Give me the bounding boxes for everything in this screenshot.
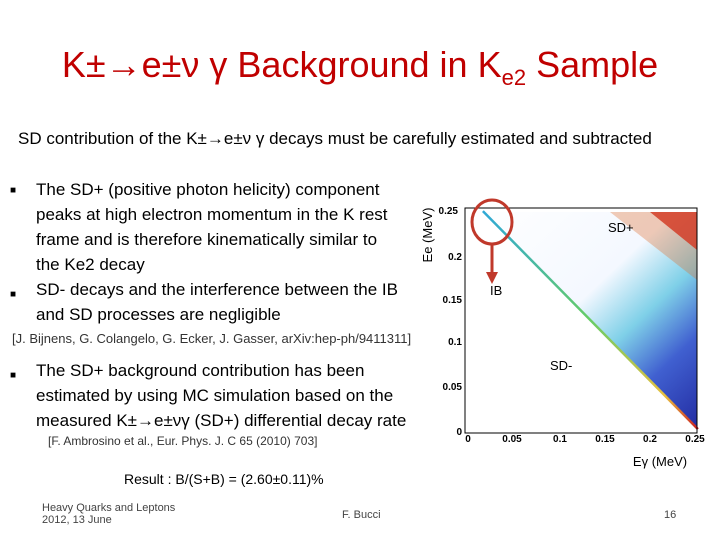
title-sub: e2 [501, 65, 527, 91]
x-tick-label-0.1: 0.1 [553, 434, 567, 445]
footer-author: F. Bucci [342, 509, 381, 521]
y-tick-label-0.1: 0.1 [448, 337, 462, 348]
bullet-2-line2: and SD processes are negligible [36, 305, 281, 324]
reference-ambrosino: [F. Ambrosino et al., Eur. Phys. J. C 65… [48, 434, 318, 448]
footer-conference-line1: Heavy Quarks and Leptons [42, 502, 176, 514]
x-tick-label-0: 0 [465, 434, 471, 445]
sd-plus-hotspot [650, 212, 697, 250]
y-axis-label: Ee (MeV) [420, 208, 435, 263]
footer-conference: Heavy Quarks and Leptons 2012, 13 June [42, 502, 175, 526]
sd-minus-label: SD- [550, 358, 572, 373]
bullet-3: The SD+ background contribution has been… [36, 358, 446, 433]
bullet-marker-3: ■ [10, 370, 17, 381]
result-text: Result : B/(S+B) = (2.60±0.11)% [124, 471, 324, 487]
y-tick-label-0.15: 0.15 [443, 295, 463, 306]
bullet-3-line3: measured K±→e±νγ (SD+) differential deca… [36, 411, 407, 430]
x-axis-label: Eγ (MeV) [633, 454, 687, 469]
y-tick-label-0.05: 0.05 [443, 382, 463, 393]
forbidden-region [465, 212, 697, 433]
bullet-3-line1: The SD+ background contribution has been [36, 361, 365, 380]
dalitz-plot: Ee (MeV) 0.25 0.2 0.15 0.1 0.05 0 0 0.05… [420, 198, 705, 469]
bullet-1-line3: frame and is therefore kinematically sim… [36, 230, 378, 249]
x-tick-label-0.25: 0.25 [685, 434, 705, 445]
y-tick-label-top: 0.25 [439, 206, 459, 217]
slide-title: K±→e±ν γ Background in Ke2 Sample [0, 44, 720, 91]
title-main: K±→e±ν γ Background in K [61, 44, 502, 85]
bullet-1-line1: The SD+ (positive photon helicity) compo… [36, 180, 380, 199]
x-tick-label-0.2: 0.2 [643, 434, 657, 445]
bullet-1-line2: peaks at high electron momentum in the K… [36, 205, 388, 224]
title-end: Sample [526, 44, 659, 85]
bullet-1-line4: the Ke2 decay [36, 255, 145, 274]
reference-bijnens: [J. Bijnens, G. Colangelo, G. Ecker, J. … [12, 331, 412, 346]
footer-conference-line2: 2012, 13 June [42, 514, 112, 526]
bullet-3-line2: estimated by using MC simulation based o… [36, 386, 394, 405]
page-number: 16 [664, 509, 677, 521]
bullet-marker-2: ■ [10, 289, 17, 300]
ib-label: IB [490, 283, 502, 298]
bullet-1: The SD+ (positive photon helicity) compo… [36, 177, 436, 277]
y-tick-label-0: 0 [456, 427, 462, 438]
intro-text: SD contribution of the K±→e±ν γ decays m… [18, 129, 652, 148]
x-tick-label-0.15: 0.15 [595, 434, 615, 445]
x-tick-label-0.05: 0.05 [502, 434, 522, 445]
sd-plus-label: SD+ [608, 220, 634, 235]
bullet-2: SD- decays and the interference between … [36, 277, 436, 327]
bullet-2-line1: SD- decays and the interference between … [36, 280, 398, 299]
y-tick-label-0.2: 0.2 [448, 252, 462, 263]
ib-arrow-head [486, 272, 498, 284]
bullet-marker-1: ■ [10, 185, 17, 196]
